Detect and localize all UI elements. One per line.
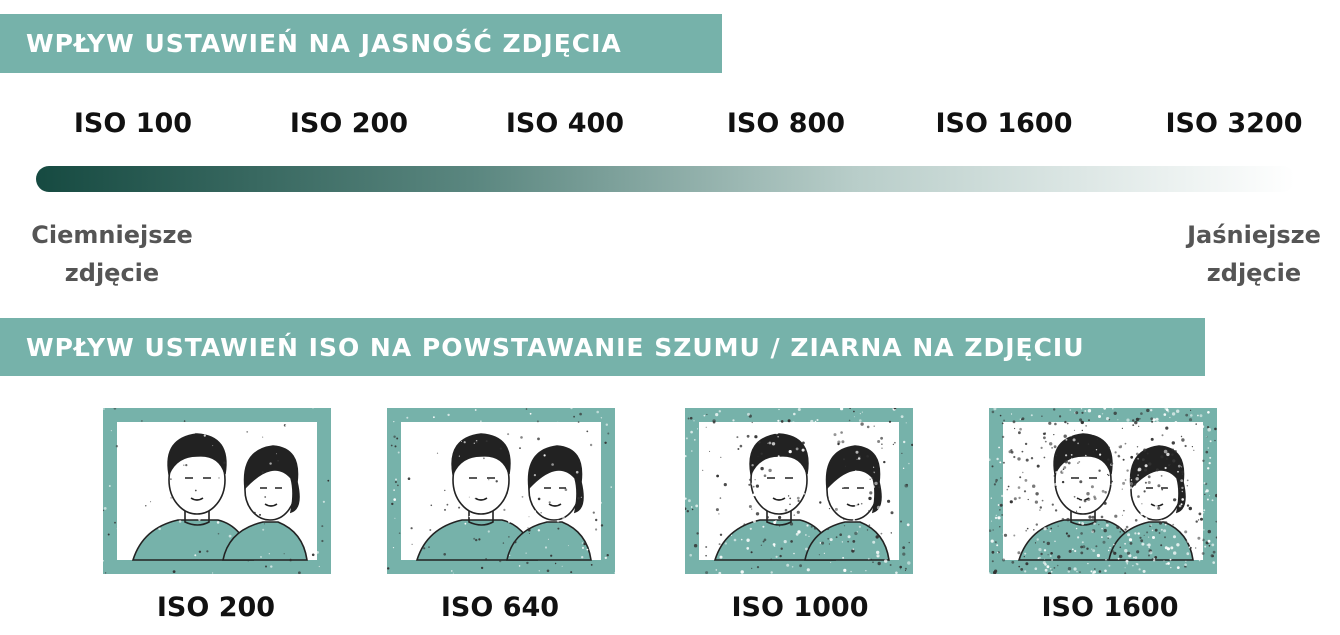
photo-illustration — [387, 406, 616, 574]
brightness-gradient-bar — [36, 166, 1295, 192]
iso-label: ISO 100 — [73, 108, 193, 139]
couple-portrait-icon — [683, 406, 914, 575]
photo-label: ISO 200 — [156, 592, 276, 623]
brighter-label-line1: Jaśniejsze — [1187, 221, 1321, 249]
couple-portrait-icon — [102, 407, 331, 575]
noise-title: WPŁYW USTAWIEŃ ISO NA POWSTAWANIE SZUMU … — [26, 332, 1085, 362]
iso-label: ISO 1600 — [935, 108, 1073, 139]
brightness-title: WPŁYW USTAWIEŃ NA JASNOŚĆ ZDJĘCIA — [26, 29, 622, 58]
iso-label: ISO 200 — [289, 108, 409, 139]
darker-label-line1: Ciemniejsze — [31, 221, 193, 249]
brighter-label-line2: zdjęcie — [1206, 259, 1302, 287]
couple-portrait-icon — [988, 406, 1219, 576]
iso-label: ISO 800 — [726, 108, 846, 139]
noise-title-banner: WPŁYW USTAWIEŃ ISO NA POWSTAWANIE SZUMU … — [0, 318, 1205, 376]
brighter-label: Jaśniejsze zdjęcie — [1187, 216, 1321, 292]
photo-label: ISO 1000 — [731, 592, 869, 623]
photo-illustration — [102, 407, 331, 575]
iso-label: ISO 3200 — [1165, 108, 1303, 139]
darker-label-line2: zdjęcie — [64, 259, 160, 287]
darker-label: Ciemniejsze zdjęcie — [31, 216, 192, 292]
photo-label: ISO 1600 — [1041, 592, 1179, 623]
couple-portrait-icon — [387, 406, 616, 574]
iso-label: ISO 400 — [505, 108, 625, 139]
photo-label: ISO 640 — [440, 592, 560, 623]
photo-illustration — [683, 406, 914, 575]
brightness-title-banner: WPŁYW USTAWIEŃ NA JASNOŚĆ ZDJĘCIA — [0, 14, 722, 73]
photo-illustration — [988, 406, 1219, 576]
